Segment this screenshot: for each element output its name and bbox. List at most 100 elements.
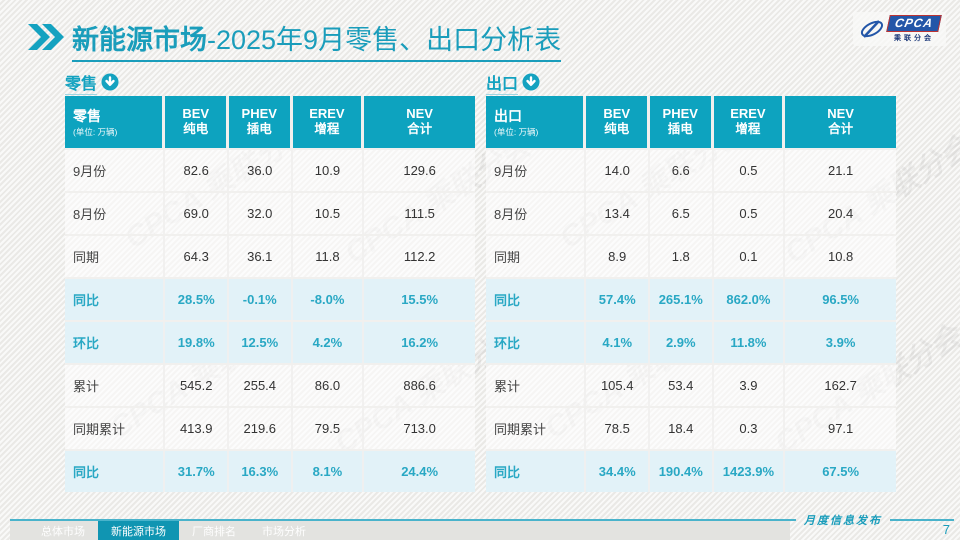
- value-cell: 69.0: [165, 193, 229, 234]
- column-en-label: PHEV: [662, 106, 698, 122]
- table-row: 8月份 13.4 6.5 0.5 20.4: [486, 191, 896, 234]
- table-row: 同比 31.7% 16.3% 8.1% 24.4%: [65, 449, 475, 492]
- value-cell: 20.4: [827, 206, 854, 221]
- value-cell: 18.4: [650, 408, 714, 449]
- column-header-bev: BEV 纯电: [586, 96, 650, 148]
- value-cell: 67.5%: [822, 464, 860, 479]
- value-cell: 13.4: [586, 193, 650, 234]
- value-cell: 190.4%: [650, 451, 714, 492]
- cpca-logo-subtext: 乘联分会: [893, 35, 934, 42]
- value-cell: 8.9: [586, 236, 650, 277]
- retail-table-block: 零售 零售 (单位: 万辆) BEV 纯电 PHEV 插电 EREV 增程 NEV 合计 9月份 82…: [65, 70, 475, 492]
- value-cell: 2.9%: [650, 322, 714, 363]
- column-header-phev: PHEV 插电: [228, 96, 293, 148]
- column-zh-label: 纯电: [183, 122, 209, 137]
- value-cell: 886.6: [403, 378, 436, 393]
- column-zh-label: 纯电: [604, 122, 630, 137]
- table-row: 环比 4.1% 2.9% 11.8% 3.9%: [486, 320, 896, 363]
- export-section-header: 出口: [486, 70, 896, 95]
- page-title: 新能源市场-2025年9月零售、出口分析表: [72, 18, 562, 62]
- value-cell: 64.3: [165, 236, 229, 277]
- column-en-label: EREV: [730, 106, 766, 122]
- value-cell: 15.5%: [401, 292, 439, 307]
- table-row: 9月份 14.0 6.6 0.5 21.1: [486, 148, 896, 191]
- cpca-swoosh-icon: [860, 20, 884, 38]
- value-cell: 11.8%: [714, 322, 786, 363]
- value-cell: 0.5: [714, 193, 786, 234]
- table-name: 出口: [494, 108, 522, 124]
- row-label: 环比: [486, 322, 587, 363]
- value-cell: 10.5: [293, 193, 365, 234]
- footer-rule: 月度信息发布: [10, 512, 954, 528]
- column-zh-label: 插电: [246, 122, 272, 137]
- table-unit: (单位: 万辆): [494, 127, 539, 137]
- value-cell: 162.7: [824, 378, 857, 393]
- column-en-label: EREV: [309, 106, 345, 122]
- tables-area: 零售 零售 (单位: 万辆) BEV 纯电 PHEV 插电 EREV 增程 NEV 合计 9月份 82…: [65, 70, 896, 492]
- footer-tabs: 总体市场 新能源市场 厂商排名 市场分析: [10, 521, 790, 540]
- value-cell: 0.5: [714, 150, 786, 191]
- value-cell: 6.5: [650, 193, 714, 234]
- row-label: 同比: [65, 451, 166, 492]
- value-cell: 16.3%: [229, 451, 293, 492]
- column-header-nev: NEV 合计: [364, 96, 475, 148]
- export-section-label: 出口: [486, 70, 519, 95]
- down-arrow-circle-icon: [522, 73, 540, 91]
- table-row: 9月份 82.6 36.0 10.9 129.6: [65, 148, 475, 191]
- column-header-bev: BEV 纯电: [165, 96, 229, 148]
- value-cell: 0.1: [714, 236, 786, 277]
- table-row: 环比 19.8% 12.5% 4.2% 16.2%: [65, 320, 475, 363]
- value-cell: 4.2%: [293, 322, 365, 363]
- value-cell: 1423.9%: [714, 451, 786, 492]
- title-rest: -2025年9月零售、出口分析表: [207, 25, 562, 55]
- title-bold: 新能源市场: [72, 25, 207, 55]
- value-cell: 78.5: [586, 408, 650, 449]
- row-label: 累计: [486, 365, 587, 406]
- value-cell: 105.4: [586, 365, 650, 406]
- table-name: 零售: [73, 108, 101, 124]
- value-cell: 11.8: [293, 236, 365, 277]
- row-label: 同期累计: [65, 408, 166, 449]
- row-label: 8月份: [65, 193, 166, 234]
- value-cell: 19.8%: [165, 322, 229, 363]
- footer-tab-3[interactable]: 市场分析: [262, 525, 306, 538]
- table-row: 累计 105.4 53.4 3.9 162.7: [486, 363, 896, 406]
- cpca-logo: CPCA 乘联分会: [852, 12, 946, 46]
- column-zh-label: 增程: [735, 122, 761, 137]
- row-label: 同期: [65, 236, 166, 277]
- table-name-cell: 零售 (单位: 万辆): [65, 96, 166, 148]
- table-unit: (单位: 万辆): [73, 127, 118, 137]
- value-cell: 10.8: [827, 249, 854, 264]
- footer-tab-0[interactable]: 总体市场: [41, 525, 85, 538]
- row-label: 同期累计: [486, 408, 587, 449]
- footer-tab-1[interactable]: 新能源市场: [98, 521, 179, 540]
- value-cell: 1.8: [650, 236, 714, 277]
- column-header-erev: EREV 增程: [292, 96, 365, 148]
- value-cell: 129.6: [403, 163, 436, 178]
- value-cell: 12.5%: [229, 322, 293, 363]
- value-cell: 413.9: [165, 408, 229, 449]
- value-cell: 111.5: [404, 206, 435, 221]
- value-cell: 86.0: [293, 365, 365, 406]
- column-header-phev: PHEV 插电: [649, 96, 714, 148]
- column-zh-label: 插电: [667, 122, 693, 137]
- column-zh-label: 合计: [407, 122, 433, 137]
- row-label: 8月份: [486, 193, 587, 234]
- value-cell: 36.0: [229, 150, 293, 191]
- footer-tab-2[interactable]: 厂商排名: [192, 525, 236, 538]
- value-cell: 16.2%: [401, 335, 439, 350]
- value-cell: 0.3: [714, 408, 786, 449]
- table-row: 同比 34.4% 190.4% 1423.9% 67.5%: [486, 449, 896, 492]
- export-table-block: 出口 出口 (单位: 万辆) BEV 纯电 PHEV 插电 EREV 增程 NEV 合计 9月份 14…: [486, 70, 896, 492]
- column-en-label: BEV: [182, 106, 210, 122]
- column-zh-label: 增程: [314, 122, 340, 137]
- footer-rule-line: [10, 519, 796, 521]
- table-row: 同期累计 78.5 18.4 0.3 97.1: [486, 406, 896, 449]
- value-cell: 79.5: [293, 408, 365, 449]
- row-label: 累计: [65, 365, 166, 406]
- row-label: 同比: [486, 451, 587, 492]
- column-en-label: NEV: [406, 106, 433, 122]
- column-header-nev: NEV 合计: [785, 96, 896, 148]
- value-cell: 8.1%: [293, 451, 365, 492]
